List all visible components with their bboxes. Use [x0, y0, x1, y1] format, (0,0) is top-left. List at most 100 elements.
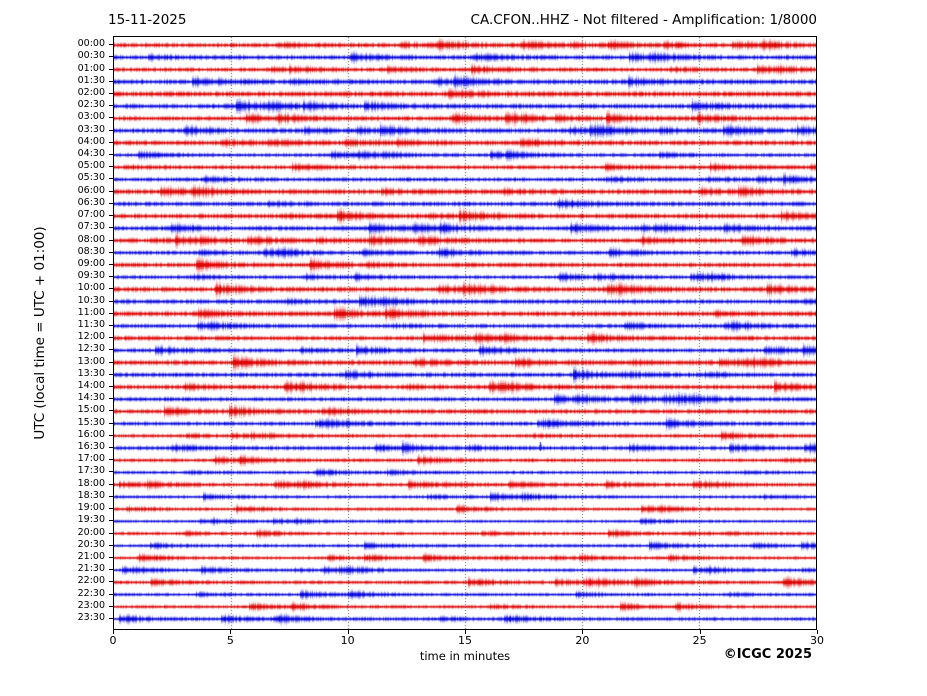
y-tick-label: 11:00: [77, 306, 105, 318]
y-tick-label: 15:30: [77, 416, 105, 428]
y-tick-mark: [109, 605, 113, 607]
y-tick-label: 17:00: [77, 453, 105, 465]
y-tick-mark: [109, 459, 113, 461]
y-tick-mark: [109, 80, 113, 82]
x-tick-mark: [230, 630, 232, 634]
y-tick-label: 12:00: [77, 331, 105, 343]
y-tick-mark: [109, 544, 113, 546]
x-tick-label: 25: [692, 634, 707, 647]
y-tick-label: 20:00: [77, 526, 105, 538]
y-tick-label: 00:30: [77, 50, 105, 62]
y-tick-mark: [109, 471, 113, 473]
y-tick-mark: [109, 105, 113, 107]
y-tick-mark: [109, 215, 113, 217]
x-tick-mark: [347, 630, 349, 634]
y-tick-mark: [109, 227, 113, 229]
y-tick-mark: [109, 324, 113, 326]
y-tick-label: 00:00: [77, 38, 105, 50]
y-tick-mark: [109, 373, 113, 375]
y-tick-label: 13:30: [77, 367, 105, 379]
y-tick-mark: [109, 154, 113, 156]
y-tick-label: 20:30: [77, 538, 105, 550]
y-tick-label: 06:30: [77, 196, 105, 208]
y-tick-mark: [109, 190, 113, 192]
y-tick-mark: [109, 386, 113, 388]
y-tick-mark: [109, 508, 113, 510]
y-tick-label: 21:30: [77, 563, 105, 575]
y-tick-mark: [109, 569, 113, 571]
y-tick-label: 09:00: [77, 257, 105, 269]
y-tick-mark: [109, 520, 113, 522]
y-tick-mark: [109, 202, 113, 204]
y-tick-mark: [109, 361, 113, 363]
y-tick-label: 08:30: [77, 245, 105, 257]
plot-area: [113, 36, 817, 630]
y-tick-label: 02:00: [77, 87, 105, 99]
y-tick-label: 12:30: [77, 343, 105, 355]
y-tick-mark: [109, 68, 113, 70]
x-tick-label: 20: [575, 634, 590, 647]
y-tick-label: 22:30: [77, 587, 105, 599]
y-tick-mark: [109, 93, 113, 95]
y-tick-label: 07:00: [77, 209, 105, 221]
y-tick-mark: [109, 117, 113, 119]
x-tick-mark: [113, 630, 114, 634]
y-tick-label: 19:00: [77, 502, 105, 514]
date-title: 15-11-2025: [108, 12, 187, 28]
x-tick-label: 5: [226, 634, 234, 647]
x-axis-label: time in minutes: [419, 649, 511, 663]
y-tick-label: 23:00: [77, 599, 105, 611]
y-tick-mark: [109, 276, 113, 278]
y-tick-label: 18:00: [77, 477, 105, 489]
y-tick-label: 14:00: [77, 380, 105, 392]
y-tick-mark: [109, 434, 113, 436]
helicorder-canvas: [114, 37, 816, 629]
y-tick-label: 19:30: [77, 514, 105, 526]
y-tick-label: 08:00: [77, 233, 105, 245]
y-tick-label: 01:30: [77, 74, 105, 86]
y-tick-label: 14:30: [77, 392, 105, 404]
y-tick-mark: [109, 44, 113, 46]
x-tick-label: 0: [109, 634, 117, 647]
y-tick-label: 06:00: [77, 184, 105, 196]
y-tick-label: 17:30: [77, 465, 105, 477]
y-tick-mark: [109, 447, 113, 449]
y-tick-mark: [109, 483, 113, 485]
y-tick-mark: [109, 129, 113, 131]
y-tick-label: 16:00: [77, 428, 105, 440]
y-tick-mark: [109, 300, 113, 302]
y-tick-mark: [109, 410, 113, 412]
y-tick-label: 13:00: [77, 355, 105, 367]
y-tick-mark: [109, 141, 113, 143]
y-tick-mark: [109, 251, 113, 253]
y-tick-mark: [109, 288, 113, 290]
y-tick-mark: [109, 422, 113, 424]
y-tick-label: 02:30: [77, 99, 105, 111]
y-tick-mark: [109, 263, 113, 265]
y-tick-label: 16:30: [77, 441, 105, 453]
x-tick-mark: [582, 630, 584, 634]
y-tick-label: 03:30: [77, 123, 105, 135]
y-tick-label: 07:30: [77, 221, 105, 233]
y-tick-mark: [109, 349, 113, 351]
y-tick-mark: [109, 532, 113, 534]
y-tick-label: 05:00: [77, 160, 105, 172]
y-tick-label: 09:30: [77, 270, 105, 282]
y-tick-label: 21:00: [77, 550, 105, 562]
y-tick-mark: [109, 312, 113, 314]
copyright-text: ©ICGC 2025: [723, 647, 812, 662]
y-tick-mark: [109, 398, 113, 400]
y-tick-mark: [109, 581, 113, 583]
y-tick-mark: [109, 618, 113, 619]
y-tick-mark: [109, 495, 113, 497]
y-tick-label: 10:00: [77, 282, 105, 294]
y-tick-mark: [109, 593, 113, 595]
station-title: CA.CFON..HHZ - Not filtered - Amplificat…: [470, 12, 817, 28]
y-tick-mark: [109, 178, 113, 180]
y-tick-mark: [109, 166, 113, 168]
x-tick-mark: [817, 630, 818, 634]
y-tick-label: 18:30: [77, 489, 105, 501]
y-tick-label: 04:00: [77, 135, 105, 147]
y-tick-mark: [109, 556, 113, 558]
y-tick-label: 05:30: [77, 172, 105, 184]
